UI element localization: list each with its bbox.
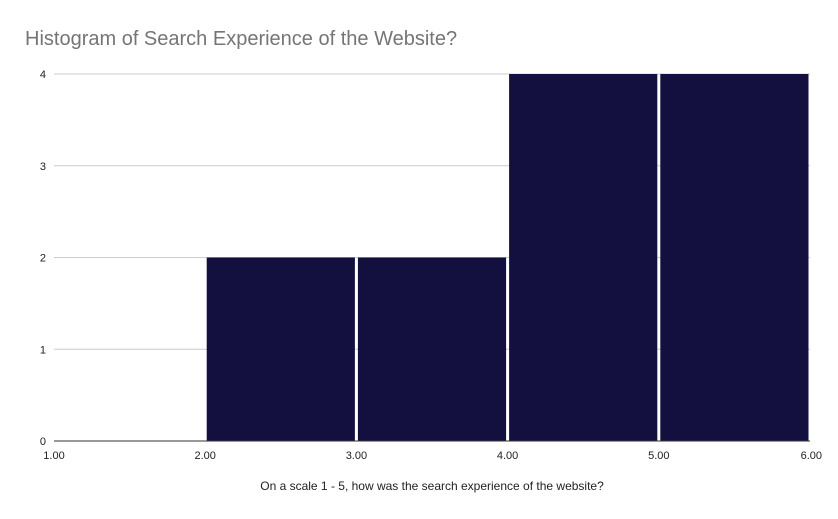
x-tick-label: 2.00 <box>194 450 215 462</box>
x-tick-label: 5.00 <box>648 450 669 462</box>
histogram-bar <box>357 257 507 441</box>
histogram-bar <box>660 74 809 441</box>
x-axis-label: On a scale 1 - 5, how was the search exp… <box>260 479 604 493</box>
y-tick-label: 1 <box>40 344 46 356</box>
x-tick-label: 1.00 <box>43 450 64 462</box>
y-tick-label: 4 <box>40 69 46 81</box>
x-tick-labels: 1.00 2.00 3.00 4.00 5.00 6.00 <box>43 450 822 462</box>
x-tick-label: 4.00 <box>497 450 518 462</box>
histogram-bar <box>206 257 355 441</box>
x-tick-label: 3.00 <box>346 450 367 462</box>
y-tick-label: 2 <box>40 253 46 265</box>
bars <box>206 74 809 441</box>
y-tick-label: 0 <box>40 436 46 448</box>
histogram-bar <box>509 74 658 441</box>
chart-title: Histogram of Search Experience of the We… <box>25 28 457 50</box>
y-tick-label: 3 <box>40 161 46 173</box>
x-tick-label: 6.00 <box>801 450 822 462</box>
y-tick-labels: 0 1 2 3 4 <box>40 69 46 448</box>
